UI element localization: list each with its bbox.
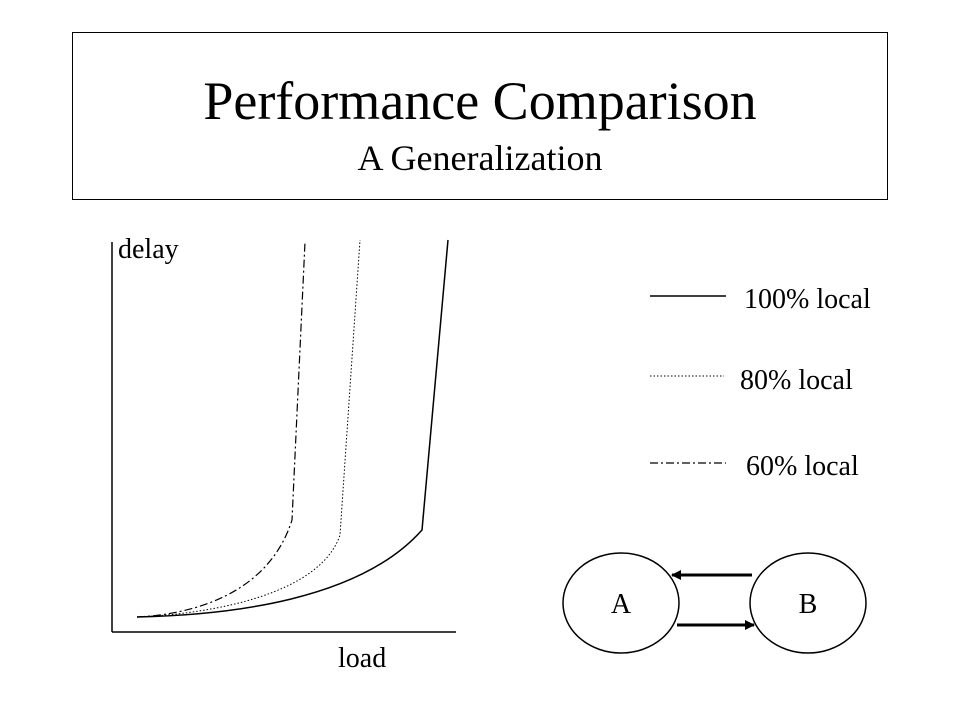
curve-60-local <box>136 241 306 618</box>
y-axis-label: delay <box>118 234 179 265</box>
node-a-label: A <box>611 589 632 620</box>
legend-label-60: 60% local <box>746 451 859 482</box>
node-b-label: B <box>799 589 818 620</box>
legend-label-80: 80% local <box>740 365 853 396</box>
slide-subtitle: A Generalization <box>357 138 603 178</box>
x-axis-label: load <box>338 643 386 674</box>
node-a <box>562 552 680 654</box>
curve-80-local <box>136 239 361 618</box>
legend-label-100: 100% local <box>744 284 871 315</box>
title-box: Performance Comparison A Generalization <box>72 32 888 200</box>
curve-100-local <box>136 239 449 618</box>
node-b <box>749 552 867 654</box>
slide-title: Performance Comparison <box>203 71 757 131</box>
